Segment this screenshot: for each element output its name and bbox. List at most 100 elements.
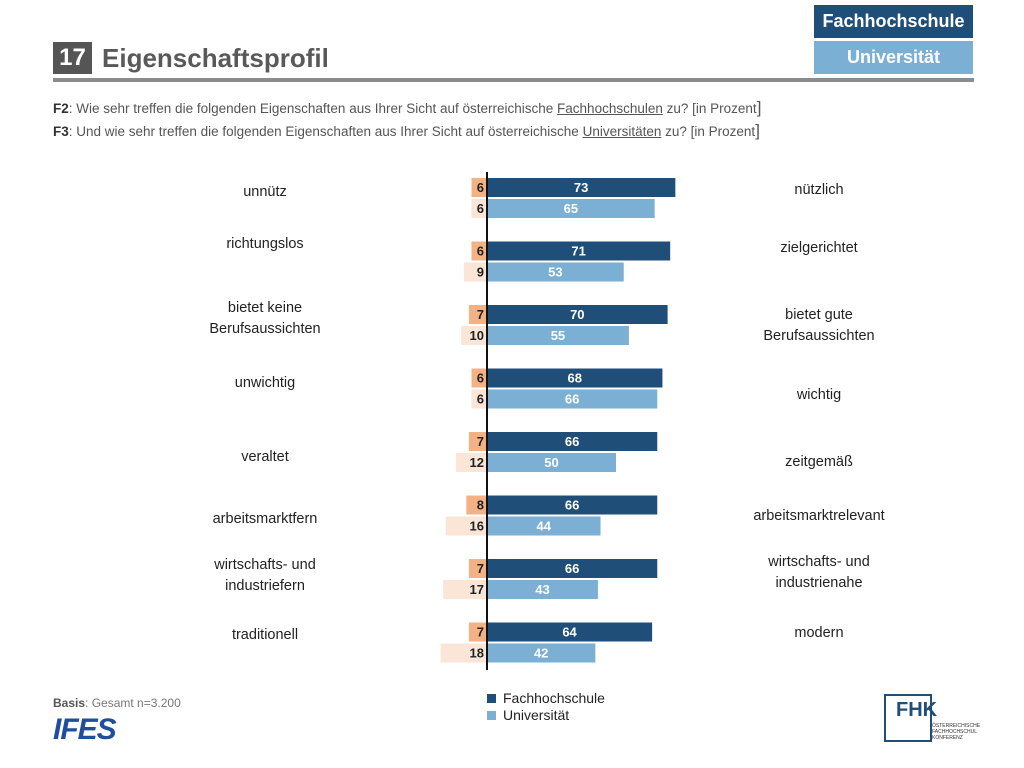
bar-negative-uni-3	[471, 389, 487, 409]
bar-positive-fh-7	[487, 622, 653, 642]
svg-text:FACHHOCHSCHUL: FACHHOCHSCHUL	[932, 729, 977, 735]
value-label-negative: 9	[477, 265, 484, 280]
svg-text:KONFERENZ: KONFERENZ	[932, 735, 963, 741]
left-label-7: traditionell	[231, 627, 299, 643]
value-label-positive: 66	[565, 561, 579, 576]
left-label-3: unwichtig	[234, 375, 296, 391]
right-label-7: modern	[794, 625, 844, 641]
bar-negative-fh-5	[466, 495, 487, 515]
ifes-logo: IFES	[53, 714, 118, 742]
bar-positive-uni-7	[487, 643, 596, 663]
svg-text:ÖSTERREICHISCHE: ÖSTERREICHISCHE	[932, 722, 981, 729]
bar-positive-uni-3	[487, 389, 658, 409]
bar-positive-fh-0	[487, 178, 676, 197]
bar-positive-fh-5	[487, 495, 658, 515]
left-label-6: wirtschafts- und industriefern	[214, 557, 316, 594]
bar-positive-fh-3	[487, 368, 663, 388]
bar-negative-fh-3	[471, 368, 487, 388]
bar-positive-fh-2	[487, 305, 668, 324]
bar-negative-uni-5	[445, 516, 487, 536]
value-label-positive: 44	[537, 519, 552, 534]
bar-negative-uni-7	[440, 643, 487, 663]
value-label-positive: 66	[565, 498, 579, 513]
right-label-1: zielgerichtet	[780, 240, 858, 256]
value-label-positive: 55	[551, 328, 565, 343]
bar-negative-fh-0	[471, 178, 487, 197]
value-label-negative: 6	[477, 180, 484, 195]
legend-swatch-fh	[487, 694, 496, 703]
value-label-negative: 7	[477, 561, 484, 576]
value-label-positive: 50	[544, 455, 558, 470]
bar-negative-fh-4	[468, 432, 487, 451]
svg-text:IFES: IFES	[53, 714, 117, 742]
bar-positive-uni-2	[487, 326, 629, 345]
value-label-positive: 73	[574, 180, 588, 195]
value-label-positive: 66	[565, 434, 579, 449]
bar-positive-uni-6	[487, 580, 598, 599]
bar-negative-uni-0	[471, 199, 487, 218]
value-label-positive: 53	[548, 265, 562, 280]
value-label-positive: 64	[562, 625, 577, 640]
right-label-0: nützlich	[794, 182, 844, 198]
question-f2: F2: Wie sehr treffen die folgenden Eigen…	[53, 98, 762, 117]
value-label-positive: 68	[567, 371, 581, 386]
svg-text:FHK: FHK	[896, 699, 938, 721]
question-f3: F3: Und wie sehr treffen die folgenden E…	[53, 121, 760, 140]
bar-positive-uni-5	[487, 516, 601, 536]
value-label-positive: 43	[535, 582, 549, 597]
slide-number: 17	[53, 42, 92, 74]
left-label-2: bietet keine Berufsaussichten	[209, 300, 321, 337]
bar-positive-uni-1	[487, 262, 624, 282]
value-label-negative: 6	[477, 201, 484, 216]
right-label-6: wirtschafts- und industrienahe	[768, 554, 870, 591]
value-label-negative: 16	[470, 519, 484, 534]
left-label-4: veraltet	[241, 449, 289, 465]
bar-positive-uni-4	[487, 453, 616, 472]
left-label-5: arbeitsmarktfern	[212, 511, 318, 527]
bar-negative-fh-2	[468, 305, 487, 324]
legend-item-universitaet: Universität	[487, 707, 569, 723]
bar-negative-fh-7	[468, 622, 487, 642]
bar-negative-uni-2	[461, 326, 487, 345]
legend-swatch-uni	[487, 711, 496, 720]
bar-negative-uni-1	[463, 262, 487, 282]
bar-negative-fh-6	[468, 559, 487, 578]
bar-negative-uni-4	[456, 453, 487, 472]
value-label-negative: 12	[470, 455, 484, 470]
value-label-negative: 6	[477, 392, 484, 407]
value-label-positive: 66	[565, 392, 579, 407]
right-label-3: wichtig	[796, 387, 842, 403]
value-label-negative: 10	[470, 328, 484, 343]
fhk-logo: FHK ÖSTERREICHISCHE FACHHOCHSCHUL KONFER…	[884, 694, 981, 742]
value-label-negative: 17	[470, 582, 484, 597]
bar-positive-fh-4	[487, 432, 658, 451]
value-label-positive: 71	[571, 244, 585, 259]
value-label-positive: 65	[564, 201, 578, 216]
bar-negative-uni-6	[443, 580, 487, 599]
bar-negative-fh-1	[471, 241, 487, 261]
value-label-negative: 7	[477, 307, 484, 322]
value-label-negative: 8	[477, 498, 484, 513]
value-label-negative: 7	[477, 434, 484, 449]
right-label-4: zeitgemäß	[785, 454, 853, 470]
value-label-positive: 70	[570, 307, 584, 322]
value-label-negative: 6	[477, 371, 484, 386]
value-label-negative: 6	[477, 244, 484, 259]
value-label-positive: 42	[534, 646, 548, 661]
bar-positive-fh-1	[487, 241, 671, 261]
basis-note: Basis: Gesamt n=3.200	[53, 696, 181, 710]
right-label-2: bietet gute Berufsaussichten	[763, 307, 875, 344]
value-label-negative: 18	[470, 646, 484, 661]
title-divider	[53, 78, 974, 82]
bar-positive-fh-6	[487, 559, 658, 578]
legend-item-fachhochschule: Fachhochschule	[487, 690, 605, 706]
legend-tag-universitaet: Universität	[814, 41, 973, 74]
value-label-negative: 7	[477, 625, 484, 640]
left-label-0: unnütz	[243, 184, 287, 200]
bar-positive-uni-0	[487, 199, 655, 218]
left-label-1: richtungslos	[226, 236, 304, 252]
slide-title: Eigenschaftsprofil	[102, 43, 329, 73]
right-label-5: arbeitsmarktrelevant	[753, 508, 885, 524]
legend-tag-fachhochschule: Fachhochschule	[814, 5, 973, 38]
